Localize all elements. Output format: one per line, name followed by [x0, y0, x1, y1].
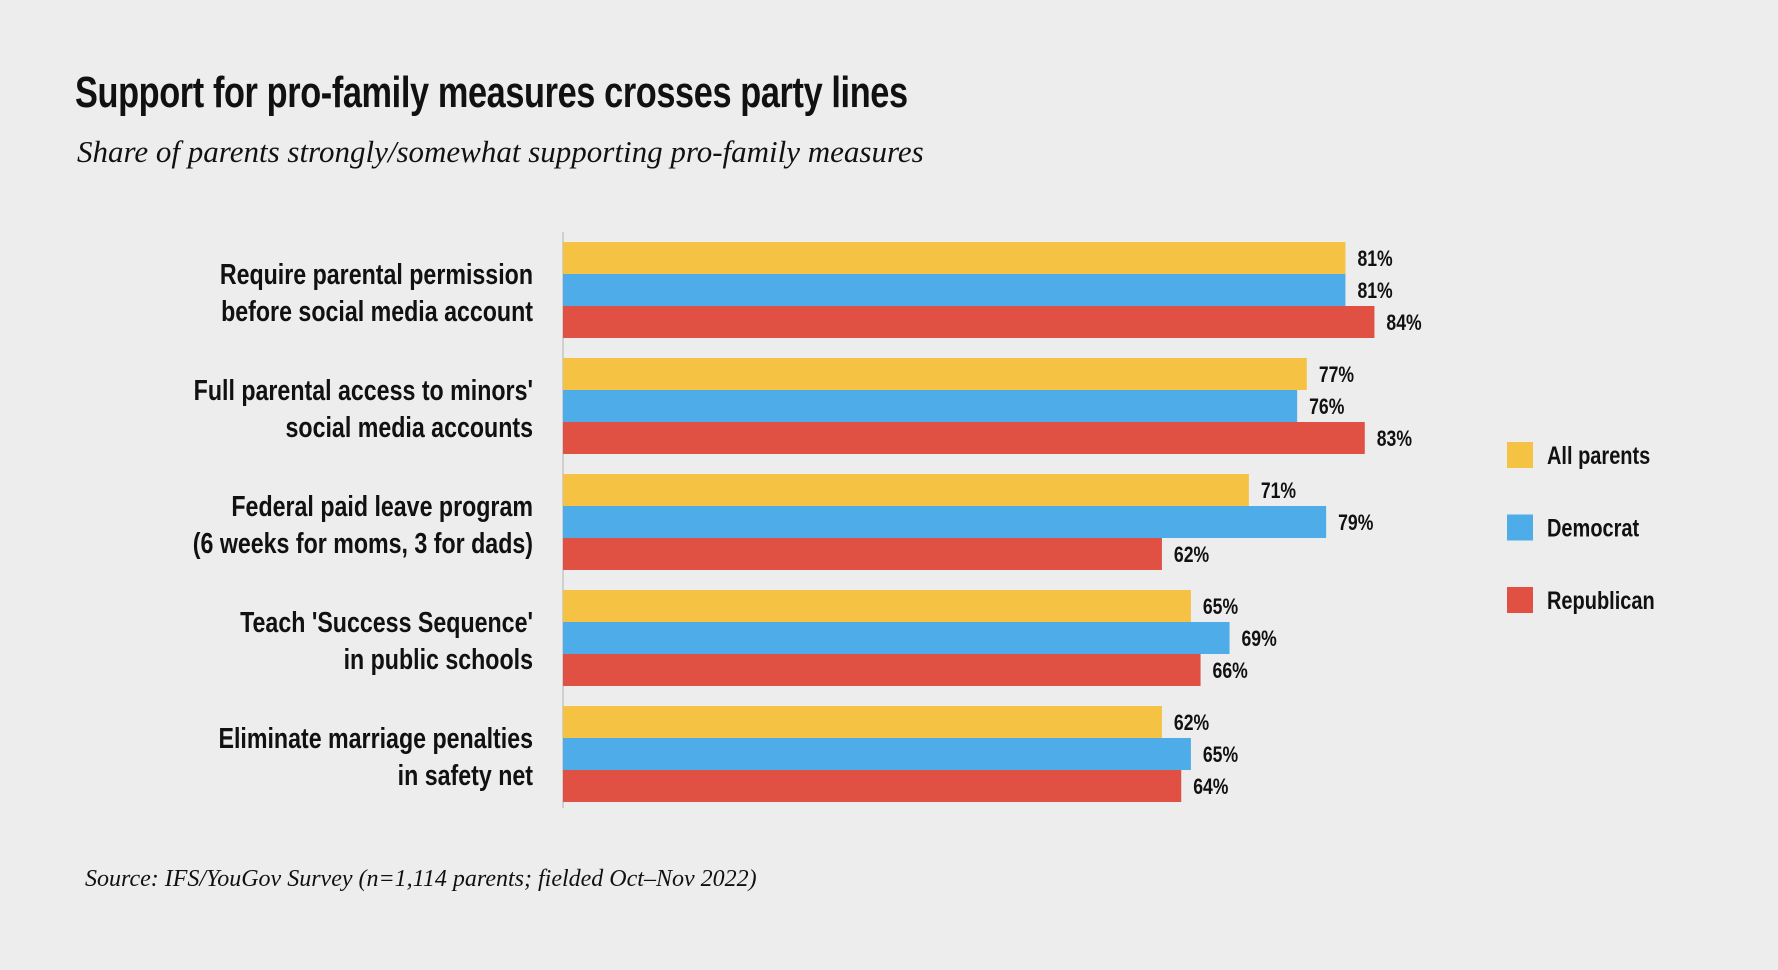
data-label: 66% [1213, 659, 1248, 683]
data-label: 65% [1203, 595, 1238, 619]
data-label: 65% [1203, 743, 1238, 767]
data-label: 79% [1338, 511, 1373, 535]
category-label: in public schools [344, 642, 533, 675]
data-label: 62% [1174, 543, 1209, 567]
bar-republican [563, 422, 1365, 454]
legend-label: Democrat [1547, 514, 1640, 542]
data-label: 64% [1193, 775, 1228, 799]
bar-all-parents [563, 474, 1249, 506]
chart-title: Support for pro-family measures crosses … [75, 68, 908, 117]
bar-democrat [563, 390, 1298, 422]
source-note: Source: IFS/YouGov Survey (n=1,114 paren… [85, 866, 757, 892]
category-label: Eliminate marriage penalties [219, 721, 533, 754]
legend-swatch [1507, 587, 1533, 613]
data-label: 62% [1174, 711, 1209, 735]
bar-republican [563, 654, 1201, 686]
bar-republican [563, 770, 1182, 802]
bar-all-parents [563, 706, 1162, 738]
category-label: Full parental access to minors' [194, 373, 533, 406]
category-label: social media accounts [286, 410, 533, 443]
legend-label: Republican [1547, 587, 1655, 615]
bar-democrat [563, 274, 1346, 306]
chart-subtitle: Share of parents strongly/somewhat suppo… [77, 134, 924, 169]
bar-republican [563, 538, 1162, 570]
category-label: Federal paid leave program [231, 489, 533, 522]
category-label: in safety net [398, 758, 534, 791]
data-label: 77% [1319, 363, 1354, 387]
data-label: 84% [1386, 311, 1421, 335]
bar-all-parents [563, 590, 1191, 622]
bar-democrat [563, 622, 1230, 654]
bar-all-parents [563, 358, 1307, 390]
bar-democrat [563, 738, 1191, 770]
category-label: Teach 'Success Sequence' [240, 605, 533, 638]
bar-republican [563, 306, 1375, 338]
data-label: 81% [1357, 279, 1392, 303]
data-label: 71% [1261, 479, 1296, 503]
data-label: 83% [1377, 427, 1412, 451]
category-label: Require parental permission [220, 257, 533, 290]
legend-swatch [1507, 514, 1533, 541]
bar-democrat [563, 506, 1327, 538]
legend-swatch [1507, 442, 1533, 468]
legend-label: All parents [1547, 442, 1650, 470]
data-label: 81% [1357, 247, 1392, 271]
category-label: (6 weeks for moms, 3 for dads) [193, 526, 533, 559]
data-label: 76% [1309, 395, 1344, 419]
data-label: 69% [1242, 627, 1277, 651]
category-label: before social media account [221, 294, 533, 327]
bar-all-parents [563, 242, 1346, 274]
